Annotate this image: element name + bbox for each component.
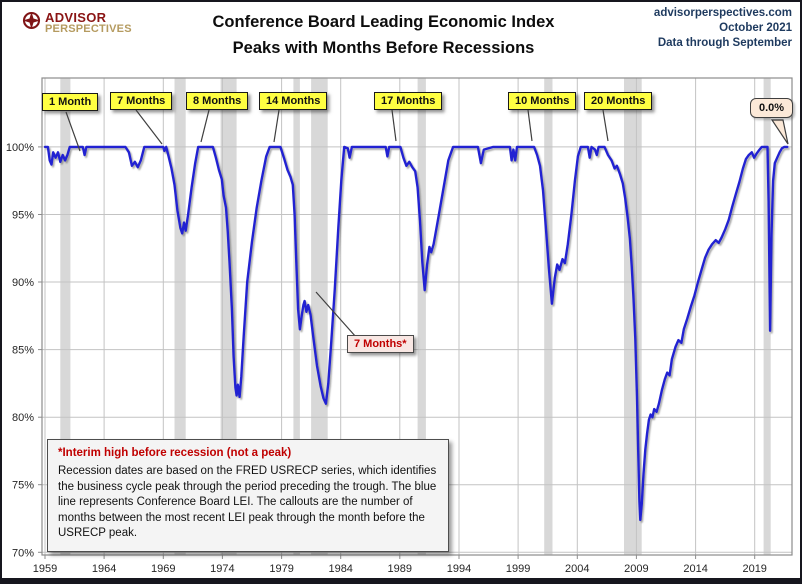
callout-pointer-line	[135, 109, 163, 145]
x-axis-label: 2014	[683, 563, 707, 575]
lei-line-series	[43, 145, 789, 522]
recession-bars	[60, 78, 771, 555]
advisor-perspectives-logo: ADVISOR PERSPECTIVES	[22, 11, 132, 35]
compass-logo-icon	[22, 11, 41, 30]
source-website: advisorperspectives.com	[653, 7, 792, 19]
source-block: advisorperspectives.com October 2021 Dat…	[654, 6, 792, 51]
y-axis-label: 85%	[12, 345, 34, 357]
x-axis-label: 1974	[210, 563, 234, 575]
x-axis-label: 1984	[328, 563, 352, 575]
y-axis-label: 90%	[12, 277, 34, 289]
source-data-through: Data through September	[657, 37, 792, 49]
callout-pointer-line	[527, 109, 533, 142]
x-axis-label: 1999	[506, 563, 530, 575]
y-axis-label: 70%	[12, 547, 34, 559]
y-axis-label: 100%	[6, 142, 34, 154]
axis-ticks	[38, 146, 756, 559]
recession-bar	[311, 78, 328, 555]
x-axis-label: 2009	[624, 563, 648, 575]
x-axis-label: 1994	[447, 563, 471, 575]
note-box: *Interim high before recession (not a pe…	[47, 439, 449, 552]
x-axis-label: 1959	[33, 563, 57, 575]
recession-bar	[60, 78, 71, 555]
recession-bar	[544, 78, 553, 555]
callout-pointer-line	[391, 109, 397, 142]
x-axis-label: 1979	[269, 563, 293, 575]
recession-bar	[417, 78, 426, 555]
x-axis-label: 1969	[151, 563, 175, 575]
source-date: October 2021	[719, 22, 792, 34]
callout-pointer-line	[315, 291, 357, 338]
recession-bar	[174, 78, 186, 555]
x-axis-label: 2019	[742, 563, 766, 575]
callout-pointers	[65, 109, 789, 338]
logo-perspectives-text: PERSPECTIVES	[45, 23, 132, 35]
y-axis-label: 75%	[12, 480, 34, 492]
axis-labels: 100% 95% 90% 85% 80% 75% 70% 1959 1964 1969 1974 19…	[6, 142, 767, 575]
bubble-tail	[770, 119, 789, 145]
callout-pointer-line	[65, 111, 81, 152]
callout-pointer-line	[200, 109, 210, 143]
x-axis-label: 2004	[565, 563, 589, 575]
recession-bar	[763, 78, 771, 555]
x-axis-label: 1964	[92, 563, 116, 575]
recession-bar	[293, 78, 300, 555]
note-box-body: Recession dates are based on the FRED US…	[58, 465, 437, 539]
note-box-title: *Interim high before recession (not a pe…	[58, 447, 292, 459]
callout-pointer-line	[273, 109, 280, 143]
logo-advisor-text: ADVISOR	[45, 10, 107, 25]
y-axis-label: 95%	[12, 210, 34, 222]
logo-wordmark: ADVISOR PERSPECTIVES	[45, 11, 132, 35]
callout-pointer-line	[602, 109, 609, 142]
y-axis-label: 80%	[12, 412, 34, 424]
x-axis-label: 1989	[388, 563, 412, 575]
plot-border	[41, 77, 793, 556]
